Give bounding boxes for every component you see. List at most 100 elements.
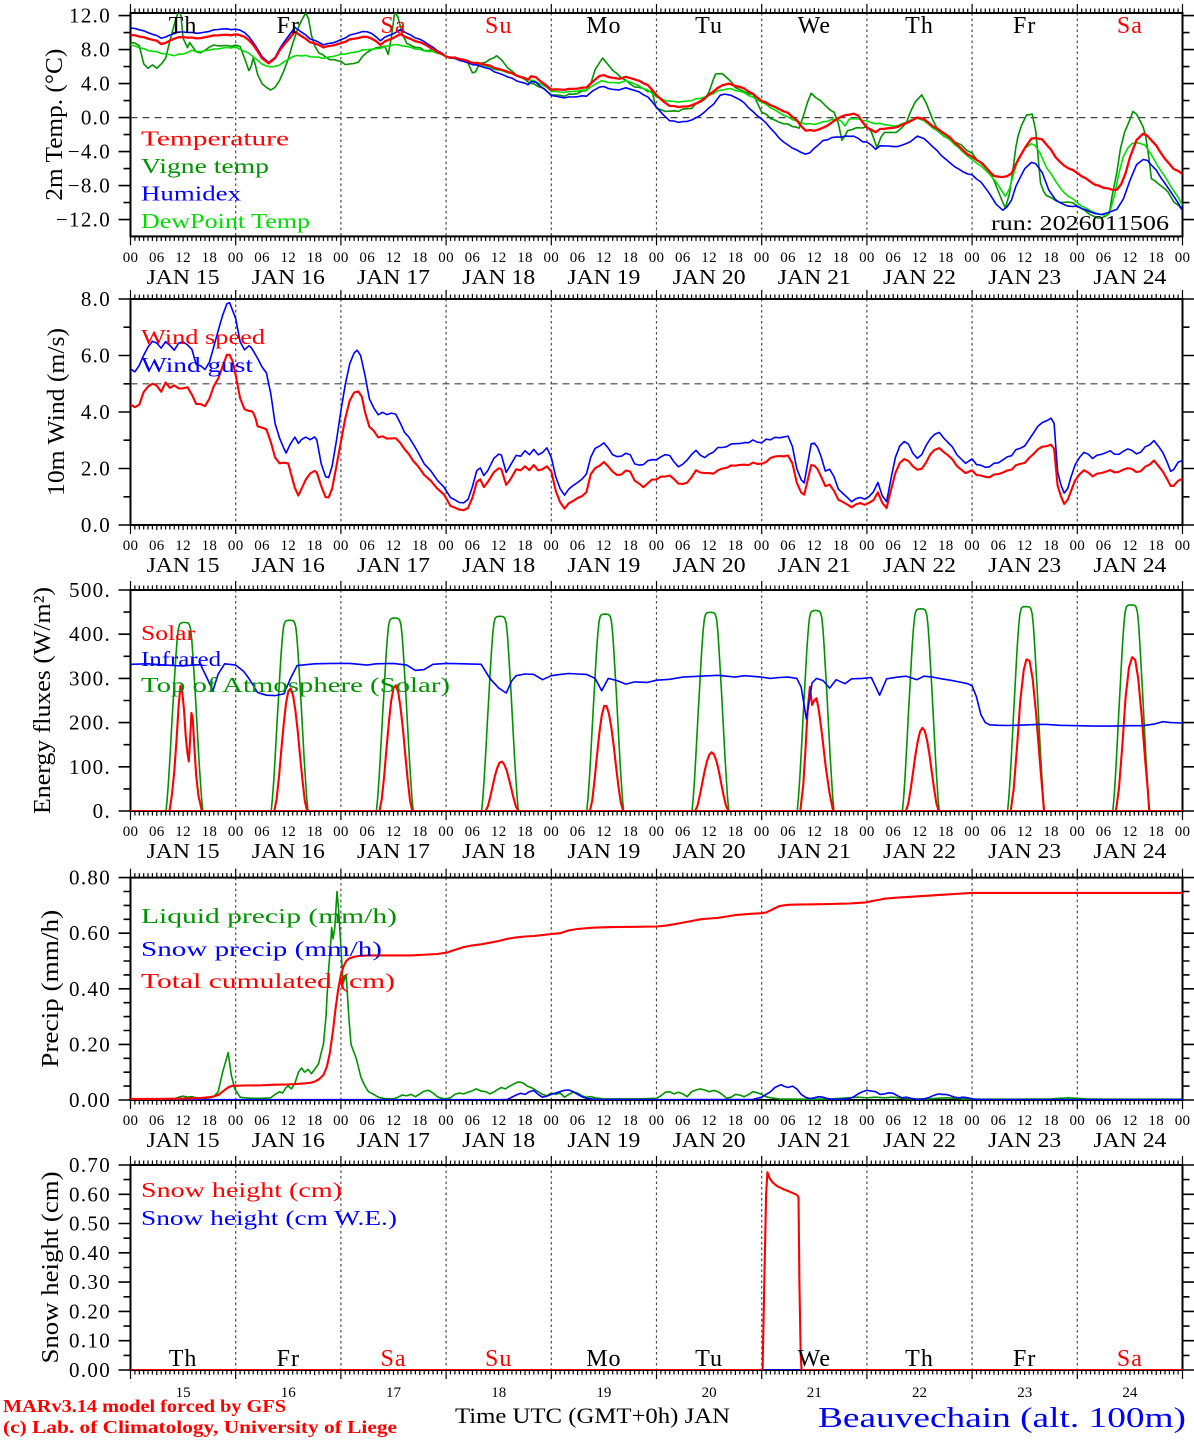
- svg-text:06: 06: [991, 250, 1007, 266]
- svg-text:00: 00: [964, 824, 980, 840]
- svg-text:Th: Th: [905, 1346, 934, 1372]
- svg-text:18: 18: [622, 538, 638, 554]
- svg-text:06: 06: [359, 538, 375, 554]
- svg-text:06: 06: [254, 250, 270, 266]
- svg-text:06: 06: [780, 250, 796, 266]
- svg-text:0.20: 0.20: [69, 1299, 111, 1323]
- svg-text:12: 12: [1122, 250, 1138, 266]
- svg-text:18: 18: [412, 250, 428, 266]
- svg-text:JAN 20: JAN 20: [673, 265, 746, 289]
- svg-text:JAN 21: JAN 21: [778, 265, 851, 289]
- svg-text:300.: 300.: [69, 666, 111, 690]
- svg-text:JAN 22: JAN 22: [883, 553, 956, 577]
- svg-text:Infrared: Infrared: [141, 647, 222, 671]
- svg-text:JAN 16: JAN 16: [252, 553, 325, 577]
- svg-text:00: 00: [859, 538, 875, 554]
- svg-text:JAN 16: JAN 16: [252, 839, 325, 863]
- svg-text:12: 12: [386, 824, 402, 840]
- svg-text:18: 18: [1043, 824, 1059, 840]
- svg-text:Sa: Sa: [1117, 1346, 1143, 1372]
- svg-text:10m Wind (m/s): 10m Wind (m/s): [44, 328, 70, 496]
- svg-text:Vigne temp: Vigne temp: [141, 154, 269, 178]
- svg-text:12: 12: [175, 824, 191, 840]
- svg-text:Sa: Sa: [1117, 13, 1143, 39]
- svg-text:Su: Su: [485, 13, 512, 39]
- svg-text:Humidex: Humidex: [141, 182, 242, 206]
- svg-text:18: 18: [622, 824, 638, 840]
- svg-text:18: 18: [1148, 824, 1164, 840]
- svg-text:16: 16: [281, 1385, 297, 1401]
- svg-text:100.: 100.: [69, 755, 111, 779]
- svg-text:00: 00: [123, 1113, 139, 1129]
- svg-text:12: 12: [1122, 1113, 1138, 1129]
- svg-text:12: 12: [912, 824, 928, 840]
- svg-text:00: 00: [333, 250, 349, 266]
- svg-text:Top of Atmosphere (Solar): Top of Atmosphere (Solar): [141, 673, 450, 697]
- svg-text:JAN 18: JAN 18: [462, 553, 535, 577]
- svg-text:18: 18: [622, 250, 638, 266]
- svg-text:12: 12: [491, 824, 507, 840]
- svg-text:18: 18: [728, 1113, 744, 1129]
- svg-text:DewPoint Temp: DewPoint Temp: [141, 209, 310, 233]
- svg-text:0.50: 0.50: [69, 1212, 111, 1236]
- svg-text:12: 12: [596, 538, 612, 554]
- svg-text:00: 00: [1069, 538, 1085, 554]
- svg-text:12: 12: [491, 538, 507, 554]
- svg-text:12: 12: [596, 824, 612, 840]
- svg-text:−4.0: −4.0: [68, 140, 111, 164]
- svg-text:12: 12: [596, 250, 612, 266]
- svg-text:18: 18: [202, 824, 218, 840]
- svg-text:06: 06: [359, 250, 375, 266]
- svg-text:0.80: 0.80: [69, 866, 111, 890]
- svg-text:Th: Th: [169, 13, 198, 39]
- svg-text:JAN 24: JAN 24: [1093, 553, 1167, 577]
- svg-text:00: 00: [228, 250, 244, 266]
- svg-text:Wind gust: Wind gust: [141, 353, 253, 377]
- svg-text:21: 21: [807, 1385, 822, 1401]
- svg-text:18: 18: [728, 824, 744, 840]
- svg-text:Fr: Fr: [277, 13, 300, 39]
- svg-text:00: 00: [1069, 824, 1085, 840]
- svg-text:18: 18: [412, 1113, 428, 1129]
- svg-text:06: 06: [780, 1113, 796, 1129]
- svg-text:06: 06: [991, 538, 1007, 554]
- svg-text:Wind speed: Wind speed: [141, 325, 266, 349]
- svg-text:06: 06: [149, 538, 165, 554]
- svg-text:Fr: Fr: [1013, 13, 1036, 39]
- svg-text:18: 18: [307, 1113, 323, 1129]
- svg-text:0.10: 0.10: [69, 1329, 111, 1353]
- svg-text:400.: 400.: [69, 622, 111, 646]
- svg-text:JAN 23: JAN 23: [988, 839, 1061, 863]
- svg-text:2.0: 2.0: [81, 457, 111, 481]
- svg-text:Energy fluxes (W/m²): Energy fluxes (W/m²): [30, 587, 56, 814]
- svg-text:0.70: 0.70: [69, 1153, 111, 1177]
- svg-text:Beauvechain (alt. 100m): Beauvechain (alt. 100m): [818, 1402, 1186, 1434]
- svg-text:06: 06: [991, 1113, 1007, 1129]
- svg-text:18: 18: [1043, 538, 1059, 554]
- svg-text:Solar: Solar: [141, 621, 195, 645]
- svg-text:06: 06: [675, 1113, 691, 1129]
- svg-text:06: 06: [570, 824, 586, 840]
- svg-text:00: 00: [123, 824, 139, 840]
- svg-text:Tu: Tu: [695, 13, 723, 39]
- svg-text:JAN 22: JAN 22: [883, 839, 956, 863]
- svg-text:JAN 17: JAN 17: [357, 1128, 430, 1152]
- svg-text:0.30: 0.30: [69, 1270, 111, 1294]
- svg-text:JAN 24: JAN 24: [1093, 265, 1167, 289]
- svg-text:06: 06: [465, 1113, 481, 1129]
- svg-text:06: 06: [149, 250, 165, 266]
- svg-text:00: 00: [1069, 1113, 1085, 1129]
- svg-text:00: 00: [1175, 1113, 1191, 1129]
- svg-text:06: 06: [1096, 250, 1112, 266]
- svg-text:06: 06: [149, 1113, 165, 1129]
- svg-text:12: 12: [806, 1113, 822, 1129]
- svg-text:Time UTC (GMT+0h) JAN: Time UTC (GMT+0h) JAN: [455, 1403, 730, 1428]
- svg-text:00: 00: [228, 538, 244, 554]
- svg-text:00: 00: [649, 538, 665, 554]
- svg-text:24: 24: [1122, 1385, 1138, 1401]
- svg-text:JAN 18: JAN 18: [462, 839, 535, 863]
- svg-text:8.0: 8.0: [81, 287, 111, 311]
- svg-text:00: 00: [543, 250, 559, 266]
- svg-text:18: 18: [202, 250, 218, 266]
- svg-text:18: 18: [517, 250, 533, 266]
